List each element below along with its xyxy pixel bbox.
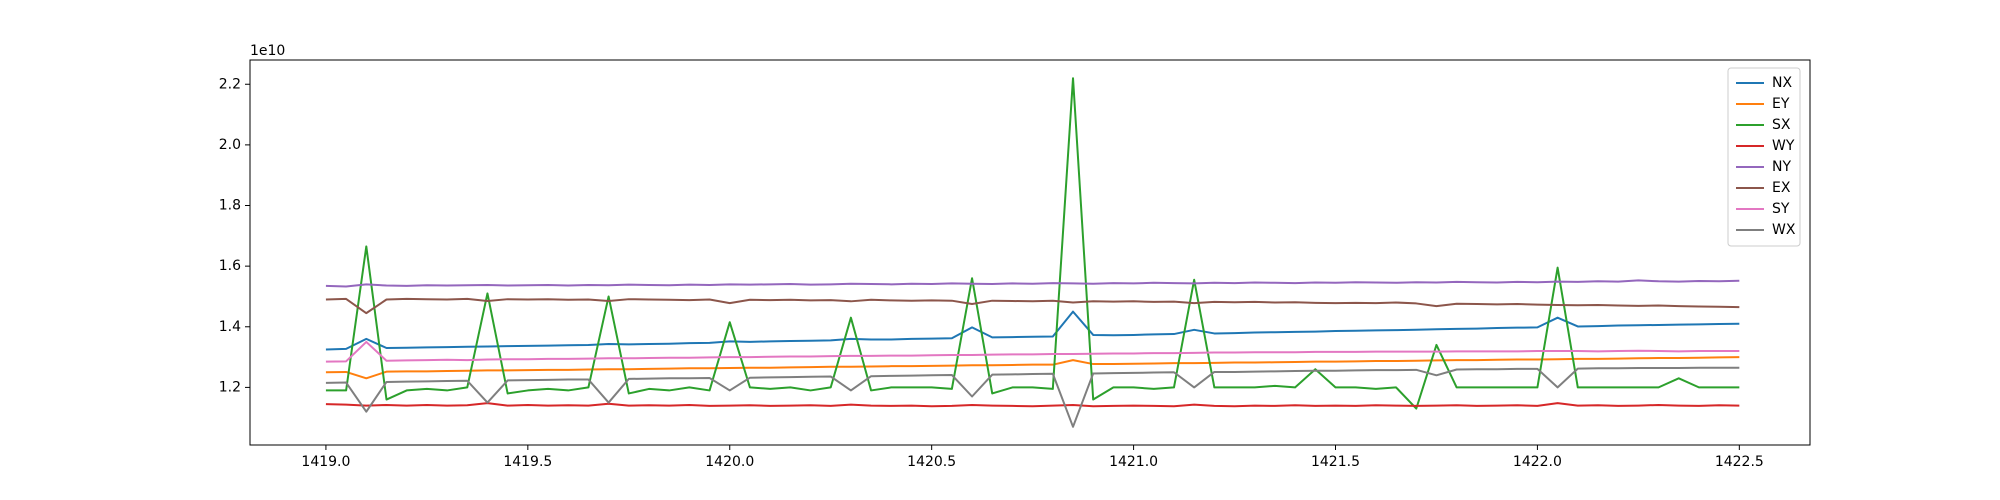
x-tick-label: 1421.0: [1109, 454, 1158, 470]
legend-label: SY: [1772, 201, 1790, 217]
series-line: [325, 297, 1740, 315]
series-line: [325, 310, 1740, 351]
x-tick-label: 1422.5: [1715, 454, 1764, 470]
legend-label: SX: [1772, 117, 1791, 133]
series-line: [325, 356, 1740, 380]
y-tick-label: 1.2: [219, 379, 241, 395]
y-tick-label: 1.6: [219, 258, 241, 274]
legend-label: WX: [1772, 222, 1796, 238]
x-tick-label: 1420.0: [705, 454, 754, 470]
legend-label: NY: [1772, 159, 1791, 175]
series-line: [325, 77, 1740, 410]
y-tick-label: 2.2: [219, 76, 241, 92]
y-tick-label: 1.4: [219, 319, 241, 335]
x-tick-label: 1419.5: [503, 454, 552, 470]
y-tick-label: 2.0: [219, 137, 241, 153]
axes-frame: [249, 59, 1811, 446]
y-offset-label: 1e10: [250, 43, 285, 59]
x-tick-label: 1419.0: [301, 454, 350, 470]
legend-label: NX: [1772, 75, 1792, 91]
legend-box: [1727, 67, 1801, 247]
legend-label: EX: [1772, 180, 1791, 196]
x-tick-label: 1420.5: [907, 454, 956, 470]
x-tick-label: 1421.5: [1311, 454, 1360, 470]
x-tick-label: 1422.0: [1513, 454, 1562, 470]
series-line: [325, 366, 1740, 428]
series-line: [325, 279, 1740, 288]
legend: NX EY SX WY NY EX SY WX: [1727, 67, 1801, 247]
legend-label: EY: [1772, 96, 1790, 112]
series-line: [325, 402, 1740, 408]
series-line: [325, 340, 1740, 363]
y-tick-label: 1.8: [219, 198, 241, 214]
legend-label: WY: [1772, 138, 1795, 154]
